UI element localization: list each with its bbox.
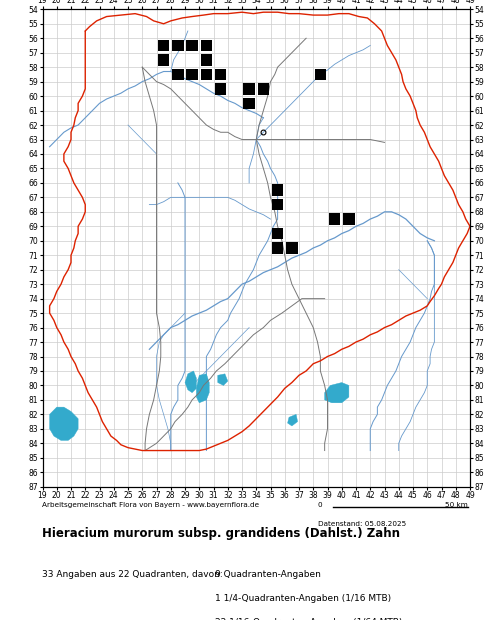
Bar [244, 97, 255, 109]
Bar [258, 83, 269, 95]
Bar [314, 69, 326, 80]
Bar [272, 199, 283, 210]
Bar [329, 213, 340, 225]
Bar [200, 40, 212, 51]
Text: 0: 0 [318, 502, 322, 508]
Bar [343, 213, 354, 225]
Bar [272, 242, 283, 254]
Bar [272, 184, 283, 196]
Text: 1 1/4-Quadranten-Angaben (1/16 MTB): 1 1/4-Quadranten-Angaben (1/16 MTB) [215, 594, 391, 603]
Bar [158, 54, 170, 66]
Text: Hieracium murorum subsp. grandidens (Dahlst.) Zahn: Hieracium murorum subsp. grandidens (Dah… [42, 527, 401, 540]
Bar [215, 83, 226, 95]
Polygon shape [324, 383, 349, 403]
Bar [286, 242, 298, 254]
Polygon shape [288, 414, 298, 426]
Polygon shape [50, 407, 78, 440]
Text: Datenstand: 05.08.2025: Datenstand: 05.08.2025 [318, 521, 406, 527]
Bar [172, 40, 184, 51]
Bar [272, 228, 283, 239]
Bar [200, 54, 212, 66]
Text: Arbeitsgemeinschaft Flora von Bayern - www.bayernflora.de: Arbeitsgemeinschaft Flora von Bayern - w… [42, 502, 260, 508]
Bar [244, 83, 255, 95]
Bar [215, 69, 226, 80]
Text: 33 Angaben aus 22 Quadranten, davon:: 33 Angaben aus 22 Quadranten, davon: [42, 570, 223, 580]
Polygon shape [218, 374, 228, 386]
Bar [158, 40, 170, 51]
Text: 9 Quadranten-Angaben: 9 Quadranten-Angaben [215, 570, 321, 580]
Bar [172, 69, 184, 80]
Bar [200, 69, 212, 80]
Bar [186, 40, 198, 51]
Text: 22 1/16-Quadranten-Angaben (1/64 MTB): 22 1/16-Quadranten-Angaben (1/64 MTB) [215, 618, 402, 620]
Polygon shape [196, 374, 209, 403]
Polygon shape [185, 371, 196, 392]
Bar [186, 69, 198, 80]
Text: 50 km: 50 km [445, 502, 468, 508]
